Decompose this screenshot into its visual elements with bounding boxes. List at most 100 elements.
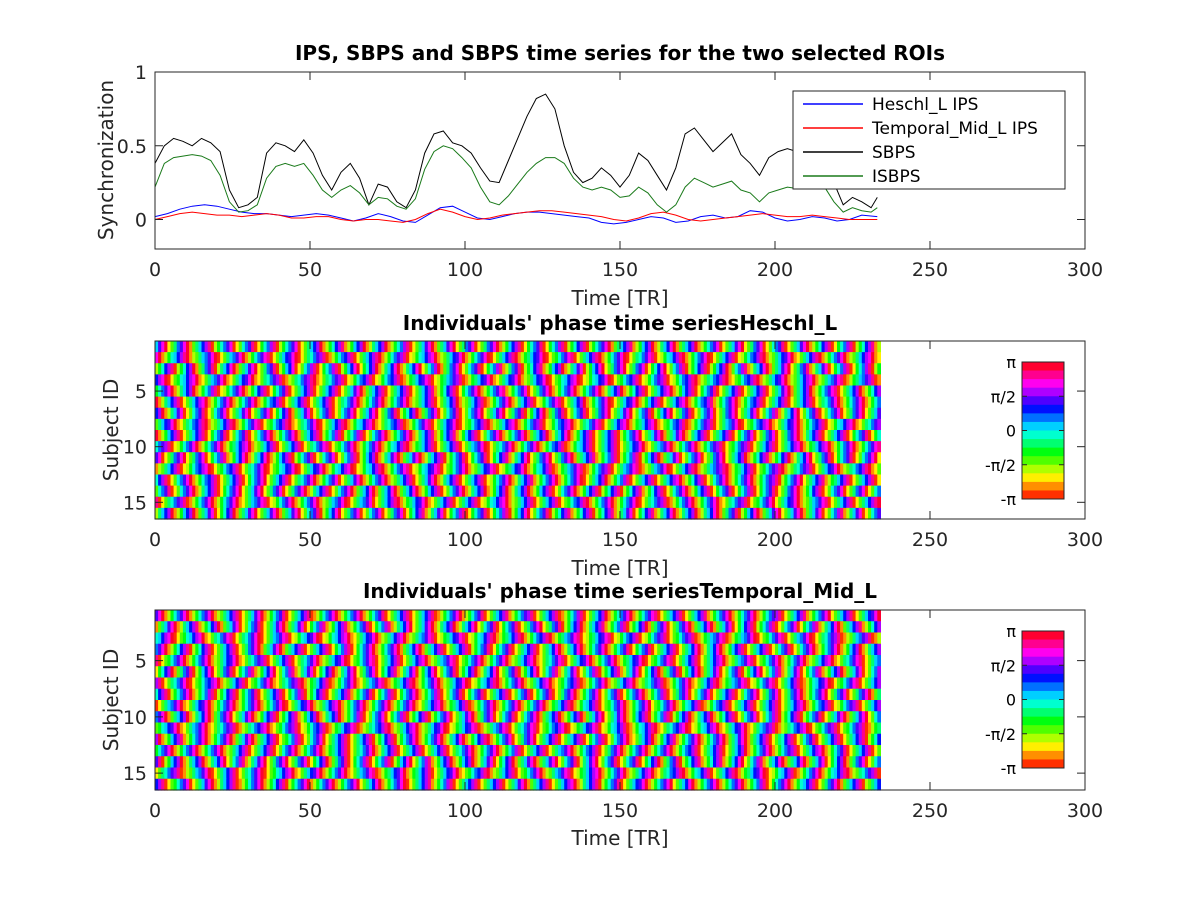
heatmap-cell	[334, 485, 339, 498]
heatmap-cell	[390, 441, 395, 453]
heatmap-cell	[455, 407, 460, 420]
heatmap-cell	[799, 621, 804, 634]
heatmap-cell	[387, 385, 392, 398]
heatmap-cell	[793, 352, 798, 364]
heatmap-cell	[558, 407, 562, 420]
heatmap-cell	[840, 407, 844, 420]
heatmap-cell	[682, 621, 686, 634]
heatmap-cell	[375, 352, 379, 364]
heatmap-cell	[412, 396, 416, 409]
heatmap-cell	[508, 430, 513, 442]
heatmap-cell	[232, 452, 237, 464]
heatmap-cell	[337, 452, 342, 464]
heatmap-cell	[241, 407, 246, 420]
heatmap-cell	[179, 407, 184, 420]
heatmap-cell	[496, 474, 500, 487]
heatmap-cell	[523, 396, 528, 409]
heatmap-cell	[589, 363, 593, 375]
heatmap-cell	[517, 385, 522, 398]
heatmap-cell	[288, 655, 292, 667]
heatmap-cell	[564, 341, 568, 353]
heatmap-cell	[170, 643, 175, 656]
heatmap-cell	[223, 385, 227, 398]
heatmap-cell	[186, 643, 190, 656]
heatmap-cell	[319, 463, 323, 476]
heatmap-cell	[372, 374, 376, 387]
heatmap-cell	[781, 341, 785, 353]
heatmap-cell	[331, 385, 336, 398]
heatmap-cell	[843, 352, 847, 364]
heatmap-cell	[675, 474, 680, 487]
heatmap-cell	[232, 632, 237, 645]
heatmap-cell	[359, 474, 364, 487]
heatmap-cell	[709, 430, 714, 442]
heatmap-cell	[607, 610, 612, 622]
heatmap-cell	[750, 430, 754, 442]
heatmap-cell	[381, 610, 385, 622]
heatmap-cell	[328, 655, 333, 667]
heatmap-cell	[579, 463, 584, 476]
heatmap-cell	[477, 610, 482, 622]
heatmap-cell	[229, 463, 234, 476]
heatmap-cell	[601, 341, 606, 353]
heatmap-cell	[430, 632, 435, 645]
heatmap-cell	[378, 507, 382, 520]
heatmap-cell	[198, 610, 203, 622]
heatmap-cell	[697, 496, 702, 509]
heatmap-cell	[344, 474, 348, 487]
heatmap-cell	[824, 396, 829, 409]
heatmap-cell	[238, 418, 243, 431]
heatmap-cell	[291, 655, 296, 667]
heatmap-cell	[263, 418, 268, 431]
heatmap-cell	[164, 452, 168, 464]
heatmap-cell	[706, 507, 711, 520]
heatmap-cell	[434, 385, 438, 398]
heatmap-cell	[412, 474, 416, 487]
heatmap-cell	[840, 441, 844, 453]
heatmap-cell	[582, 463, 587, 476]
heatmap-cell	[306, 430, 311, 442]
heatmap-cell	[759, 396, 764, 409]
heatmap-cell	[437, 407, 441, 420]
heatmap-cell	[722, 352, 726, 364]
heatmap-cell	[232, 418, 237, 431]
heatmap-cell	[697, 507, 702, 520]
heatmap-cell	[192, 363, 196, 375]
heatmap-cell	[830, 621, 835, 634]
heatmap-cell	[176, 655, 181, 667]
heatmap-cell	[480, 396, 485, 409]
heatmap-cell	[533, 632, 537, 645]
heatmap-cell	[734, 385, 739, 398]
heatmap-cell	[632, 418, 637, 431]
heatmap-cell	[787, 363, 792, 375]
heatmap-cell	[523, 452, 528, 464]
heatmap-cell	[297, 341, 302, 353]
heatmap-cell	[210, 407, 215, 420]
heatmap-cell	[418, 452, 423, 464]
heatmap-cell	[731, 441, 736, 453]
heatmap-cell	[275, 441, 280, 453]
heatmap-cell	[186, 496, 190, 509]
heatmap-cell	[753, 418, 757, 431]
heatmap-cell	[186, 352, 190, 364]
heatmap-cell	[499, 655, 503, 667]
heatmap-cell	[629, 430, 633, 442]
heatmap-cell	[688, 430, 692, 442]
heatmap-cell	[173, 363, 178, 375]
heatmap-cell	[793, 341, 798, 353]
heatmap-cell	[313, 396, 317, 409]
heatmap-cell	[781, 621, 785, 634]
heatmap-cell	[213, 452, 218, 464]
heatmap-cell	[833, 452, 838, 464]
heatmap-cell	[629, 452, 633, 464]
heatmap-cell	[759, 610, 764, 622]
heatmap-cell	[762, 396, 767, 409]
heatmap-cell	[350, 396, 354, 409]
heatmap-cell	[849, 341, 854, 353]
heatmap-cell	[784, 610, 788, 622]
heatmap-cell	[647, 374, 652, 387]
heatmap-cell	[198, 496, 203, 509]
heatmap-cell	[288, 485, 292, 498]
heatmap-cell	[527, 621, 531, 634]
heatmap-cell	[821, 352, 826, 364]
